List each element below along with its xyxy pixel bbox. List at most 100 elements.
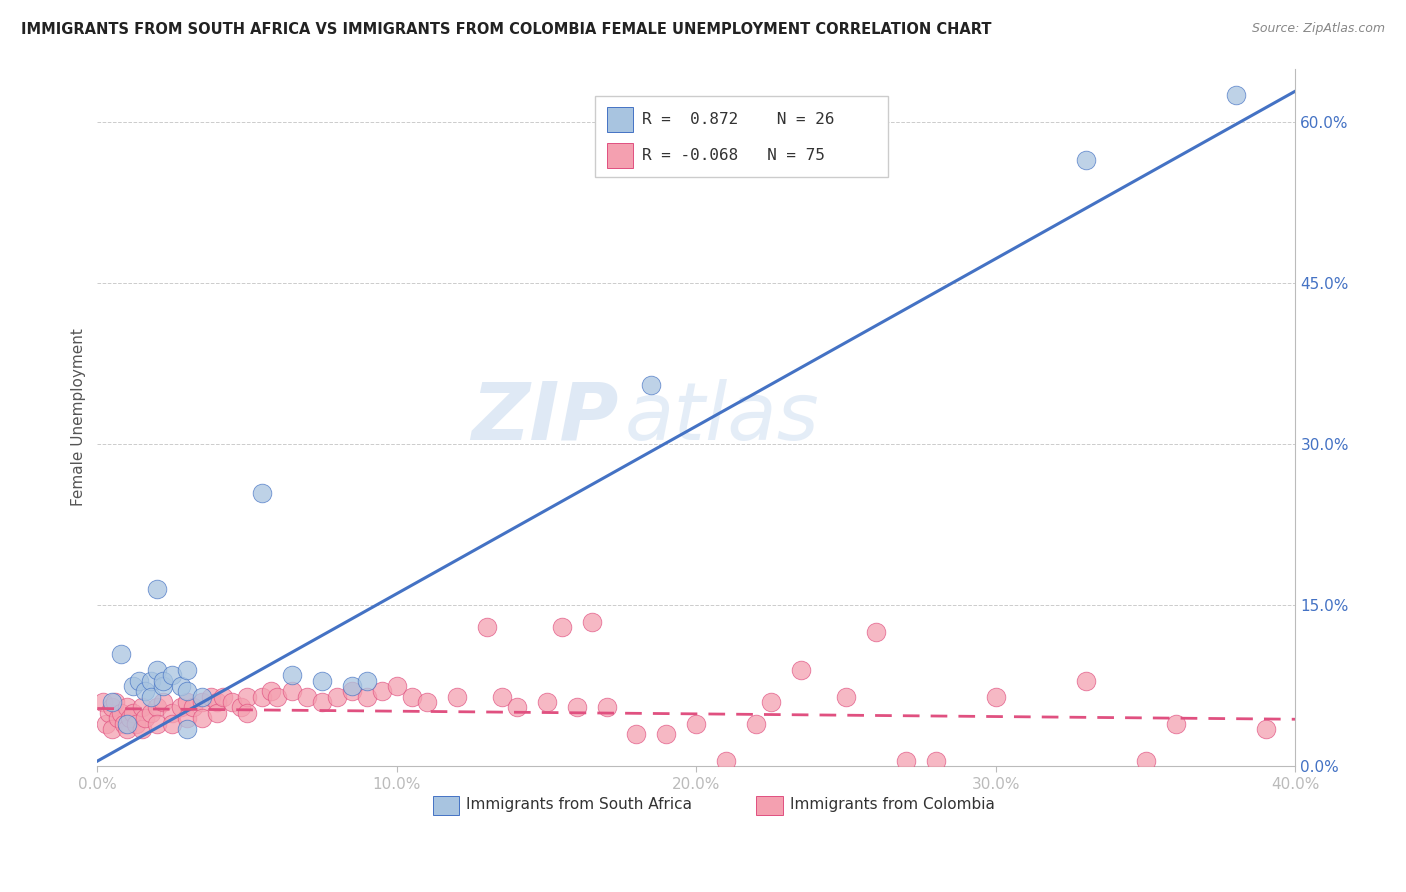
Point <box>925 754 948 768</box>
Point <box>356 690 378 704</box>
Point <box>716 754 738 768</box>
Point <box>104 695 127 709</box>
Point <box>160 706 183 720</box>
Point <box>340 679 363 693</box>
Point <box>107 711 129 725</box>
Point <box>125 716 148 731</box>
Point <box>865 625 887 640</box>
Bar <box>433 796 460 815</box>
Point <box>170 700 193 714</box>
Text: Immigrants from Colombia: Immigrants from Colombia <box>790 797 994 813</box>
Point <box>475 620 498 634</box>
Y-axis label: Female Unemployment: Female Unemployment <box>72 328 86 507</box>
Point <box>295 690 318 704</box>
Point <box>311 673 333 688</box>
Point <box>281 684 304 698</box>
Point <box>117 716 139 731</box>
Point <box>326 690 349 704</box>
Point <box>160 668 183 682</box>
Point <box>1225 88 1247 103</box>
Point <box>122 679 145 693</box>
Point <box>1164 716 1187 731</box>
Point <box>505 700 527 714</box>
Point <box>96 716 118 731</box>
Point <box>146 663 169 677</box>
Point <box>266 690 288 704</box>
Text: R = -0.068   N = 75: R = -0.068 N = 75 <box>643 148 825 163</box>
Point <box>176 684 198 698</box>
Point <box>1135 754 1157 768</box>
Point <box>685 716 707 731</box>
Point <box>626 727 648 741</box>
Point <box>311 695 333 709</box>
Point <box>835 690 858 704</box>
Point <box>1074 153 1097 167</box>
Text: IMMIGRANTS FROM SOUTH AFRICA VS IMMIGRANTS FROM COLOMBIA FEMALE UNEMPLOYMENT COR: IMMIGRANTS FROM SOUTH AFRICA VS IMMIGRAN… <box>21 22 991 37</box>
Point <box>141 673 163 688</box>
Bar <box>756 796 783 815</box>
Point <box>894 754 917 768</box>
Point <box>134 711 156 725</box>
Point <box>131 722 153 736</box>
Text: atlas: atlas <box>624 378 820 457</box>
Point <box>117 700 139 714</box>
Point <box>236 690 259 704</box>
Point <box>176 722 198 736</box>
Point <box>120 711 142 725</box>
Point <box>536 695 558 709</box>
Point <box>446 690 468 704</box>
Point <box>146 582 169 597</box>
Point <box>221 695 243 709</box>
Point <box>416 695 439 709</box>
Point <box>385 679 408 693</box>
Text: ZIP: ZIP <box>471 378 619 457</box>
Point <box>191 690 214 704</box>
Text: Source: ZipAtlas.com: Source: ZipAtlas.com <box>1251 22 1385 36</box>
Point <box>655 727 678 741</box>
Point <box>170 679 193 693</box>
Point <box>134 684 156 698</box>
Point <box>191 711 214 725</box>
Point <box>1254 722 1277 736</box>
Bar <box>595 96 889 177</box>
Point <box>205 695 228 709</box>
Point <box>98 706 121 720</box>
Point <box>236 706 259 720</box>
Point <box>152 695 174 709</box>
Point <box>595 700 617 714</box>
Point <box>146 716 169 731</box>
Point <box>152 679 174 693</box>
Point <box>101 695 124 709</box>
Point <box>340 684 363 698</box>
Text: R =  0.872    N = 26: R = 0.872 N = 26 <box>643 112 835 127</box>
Point <box>110 706 132 720</box>
Point <box>229 700 252 714</box>
Point <box>212 690 235 704</box>
Point <box>101 722 124 736</box>
Point <box>984 690 1007 704</box>
Point <box>640 378 662 392</box>
Point <box>565 700 588 714</box>
Point <box>117 722 139 736</box>
Point <box>260 684 283 698</box>
Point <box>112 716 135 731</box>
Text: Immigrants from South Africa: Immigrants from South Africa <box>467 797 692 813</box>
Bar <box>606 107 633 132</box>
Point <box>152 673 174 688</box>
Point <box>131 700 153 714</box>
Point <box>93 695 115 709</box>
Point <box>761 695 783 709</box>
Point <box>101 700 124 714</box>
Point <box>141 690 163 704</box>
Point <box>745 716 768 731</box>
Point <box>128 673 150 688</box>
Point <box>176 695 198 709</box>
Point <box>176 711 198 725</box>
Point <box>160 716 183 731</box>
Point <box>181 700 204 714</box>
Point <box>790 663 813 677</box>
Point <box>581 615 603 629</box>
Point <box>1074 673 1097 688</box>
Point <box>176 663 198 677</box>
Point <box>250 690 273 704</box>
